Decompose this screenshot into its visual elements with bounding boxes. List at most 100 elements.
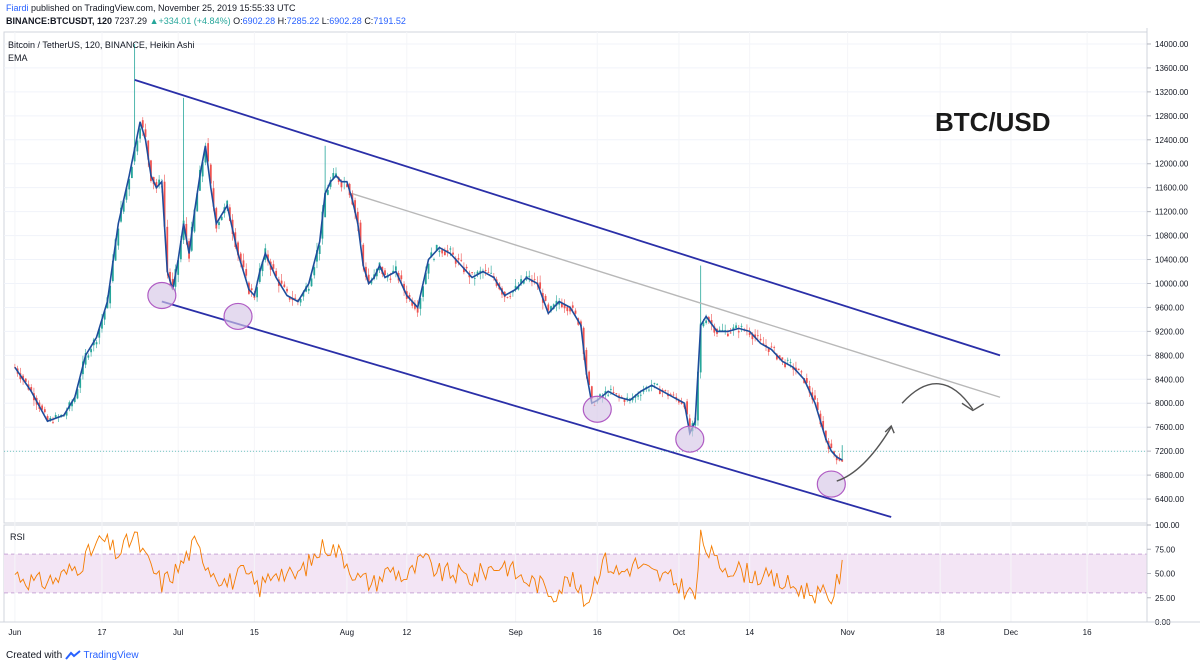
time-tick-label: Jun — [8, 628, 21, 637]
candle-body — [800, 371, 803, 373]
candle-body — [179, 240, 182, 260]
candle-body — [163, 181, 166, 227]
candle-body — [582, 327, 585, 355]
candle-body — [740, 325, 743, 327]
price-tick-label: 8000.00 — [1155, 399, 1184, 408]
candle-body — [196, 193, 199, 212]
candle-body — [158, 179, 161, 186]
candle-body — [346, 184, 348, 187]
candle-body — [460, 259, 463, 261]
price-tick-label: 13600.00 — [1155, 64, 1189, 73]
candle-body — [612, 391, 615, 393]
candle-body — [258, 268, 261, 282]
candle-body — [218, 222, 220, 226]
candle-body — [767, 348, 770, 352]
candle-body — [650, 385, 653, 387]
candle-body — [751, 333, 754, 340]
candle-body — [724, 330, 727, 331]
candle-body — [182, 220, 185, 241]
candle-body — [471, 272, 473, 273]
candle-body — [250, 288, 253, 291]
close-value: 7191.52 — [373, 16, 406, 26]
candle-body — [98, 328, 101, 338]
candle-body — [517, 286, 520, 290]
candle-body — [280, 280, 283, 284]
candle-body — [52, 421, 54, 423]
candle-body — [808, 385, 811, 393]
rsi-tick-label: 25.00 — [1155, 594, 1176, 603]
footer-brand[interactable]: TradingView — [83, 650, 139, 661]
ohlc-line: BINANCE:BTCUSDT, 120 7237.29 ▲+334.01 (+… — [6, 15, 406, 27]
tradingview-logo-icon — [65, 650, 81, 660]
candle-body — [76, 389, 79, 399]
candle-body — [648, 389, 650, 391]
candle-body — [30, 387, 33, 391]
candle-body — [678, 399, 680, 403]
candle-body — [824, 430, 827, 441]
candle-body — [370, 280, 373, 284]
candle-body — [473, 278, 476, 279]
candle-body — [841, 459, 844, 462]
candle-body — [487, 271, 490, 273]
touch-circle — [816, 470, 846, 498]
high-label: H: — [277, 16, 287, 26]
candle-body — [555, 300, 558, 306]
candle-body — [239, 253, 242, 263]
candle-body — [272, 264, 275, 269]
candle-body — [204, 149, 207, 163]
candle-body — [721, 329, 724, 331]
price-tick-label: 12400.00 — [1155, 136, 1189, 145]
projection-arrow-up — [836, 426, 892, 482]
candle-body — [354, 200, 356, 213]
candle-body — [778, 355, 781, 359]
trend-lines — [4, 79, 1147, 608]
footer-prefix: Created with — [6, 650, 63, 661]
candle-body — [43, 409, 46, 413]
main-legend: Bitcoin / TetherUS, 120, BINANCE, Heikin… — [8, 40, 194, 50]
candle-body — [571, 305, 574, 308]
candle-body — [822, 421, 825, 430]
candle-body — [590, 386, 593, 400]
candle-body — [506, 297, 509, 298]
touch-circle — [223, 302, 253, 331]
candle-body — [805, 378, 808, 383]
candle-body — [609, 388, 612, 390]
candle-body — [626, 397, 629, 399]
low-value: 6902.28 — [329, 16, 362, 26]
candle-body — [775, 354, 778, 360]
candle-body — [212, 188, 215, 207]
author-link[interactable]: Fiardi — [6, 3, 29, 13]
candle-body — [702, 322, 705, 327]
chart-canvas[interactable]: 6400.00 6800.00 7200.00 7600.00 8000.00 8400.… — [0, 28, 1200, 648]
candle-body — [574, 310, 577, 314]
candle-body — [324, 192, 327, 218]
candle-body — [514, 285, 517, 290]
candle-body — [454, 258, 457, 264]
candle-body — [686, 401, 688, 415]
candle-body — [201, 162, 204, 177]
candle-body — [79, 378, 82, 388]
candle-body — [147, 140, 150, 160]
candle-body — [411, 300, 414, 306]
time-axis[interactable]: Jun 17 Jul 15 Aug 12 Sep 16 Oct 14 Nov 18 Dec 16 — [0, 621, 1200, 637]
price-tick-label: 12800.00 — [1155, 112, 1189, 121]
candle-body — [111, 260, 114, 282]
candle-body — [443, 251, 446, 256]
candle-body — [452, 252, 454, 255]
price-axis[interactable]: 6400.00 6800.00 7200.00 7600.00 8000.00 8400.… — [1146, 28, 1189, 622]
candle-body — [73, 397, 76, 402]
price-tick-label: 9200.00 — [1155, 327, 1184, 336]
midline-line — [352, 193, 1001, 398]
touch-circle — [675, 425, 705, 453]
candle-body — [275, 270, 278, 277]
candle-body — [326, 190, 329, 195]
candle-body — [316, 250, 318, 262]
price-tick-label: 11200.00 — [1155, 208, 1188, 217]
candle-body — [490, 272, 493, 274]
chart-header: Fiardi published on TradingView.com, Nov… — [0, 0, 1200, 28]
time-tick-label: Sep — [509, 628, 524, 637]
candle-body — [653, 382, 656, 384]
candle-body — [509, 296, 512, 297]
candle-body — [427, 263, 430, 274]
candle-body — [340, 181, 343, 188]
